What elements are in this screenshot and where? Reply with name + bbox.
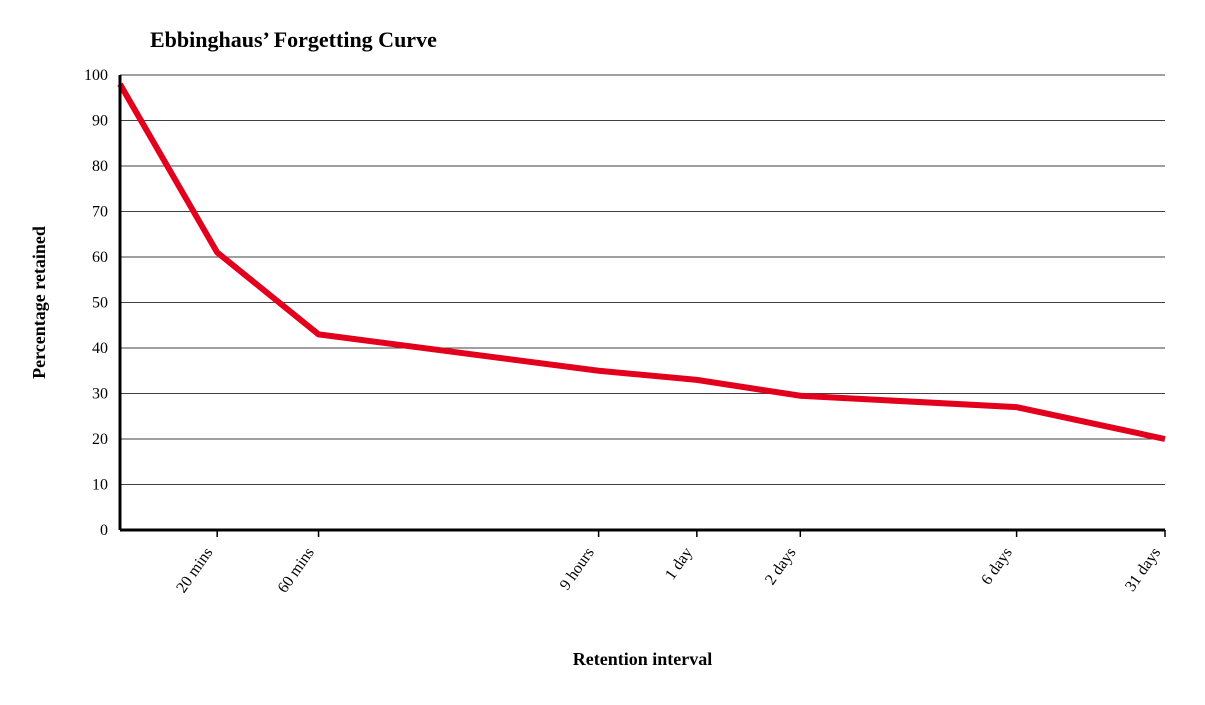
y-tick-label: 0 [100,522,108,539]
y-tick-label: 60 [92,249,108,266]
y-axis-label: Percentage retained [29,226,49,379]
y-tick-label: 100 [84,67,108,84]
y-tick-label: 30 [92,386,108,403]
y-tick-label: 70 [92,204,108,221]
y-tick-label: 40 [92,340,108,357]
y-tick-label: 90 [92,113,108,130]
chart-svg: 010203040506070809010020 mins60 mins9 ho… [0,0,1205,705]
chart-title: Ebbinghaus’ Forgetting Curve [150,27,437,52]
y-tick-label: 20 [92,431,108,448]
chart-background [0,0,1205,705]
y-tick-label: 50 [92,295,108,312]
x-axis-label: Retention interval [573,649,712,669]
y-tick-label: 10 [92,477,108,494]
forgetting-curve-chart: 010203040506070809010020 mins60 mins9 ho… [0,0,1205,705]
y-tick-label: 80 [92,158,108,175]
